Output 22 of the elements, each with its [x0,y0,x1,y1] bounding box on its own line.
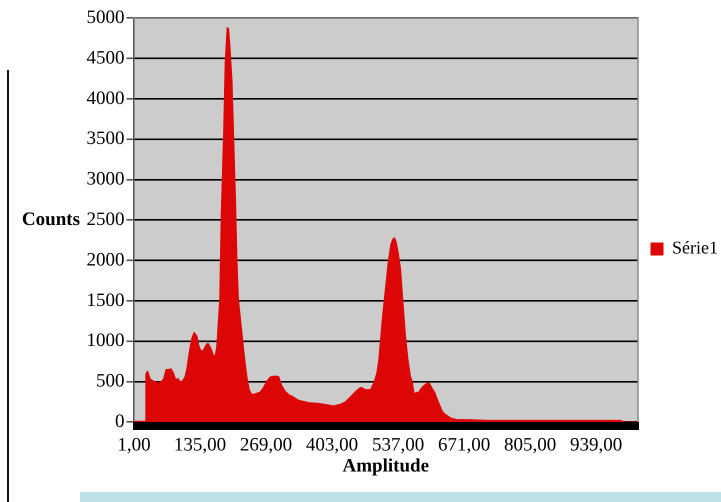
x-tick-label: 671,00 [438,434,490,456]
x-tick-label: 1,00 [117,434,151,456]
x-tick-label: 939,00 [570,434,622,456]
x-tick-label: 537,00 [372,434,424,456]
y-tick-label: 2500 [86,208,124,230]
x-tick-label: 805,00 [504,434,556,456]
y-tick-label: 1500 [86,290,124,311]
y-tick-label: 2000 [86,249,124,270]
y-tick-label: 3000 [86,168,124,190]
y-axis-title: Counts [22,208,80,230]
x-tick-label: 135,00 [174,434,226,456]
y-tick-label: 5000 [86,6,124,28]
y-tick-label: 0 [115,410,124,432]
legend-label: Série1 [672,238,718,258]
y-tick-label: 4500 [86,47,124,68]
y-tick-label: 4000 [86,88,124,109]
y-tick-label: 3500 [86,128,124,150]
x-axis-title: Amplitude [342,456,430,477]
x-tick-label: 403,00 [306,434,358,456]
y-tick-label: 1000 [86,330,124,352]
x-tick-label: 269,00 [240,434,292,456]
y-tick-label: 500 [96,370,124,392]
